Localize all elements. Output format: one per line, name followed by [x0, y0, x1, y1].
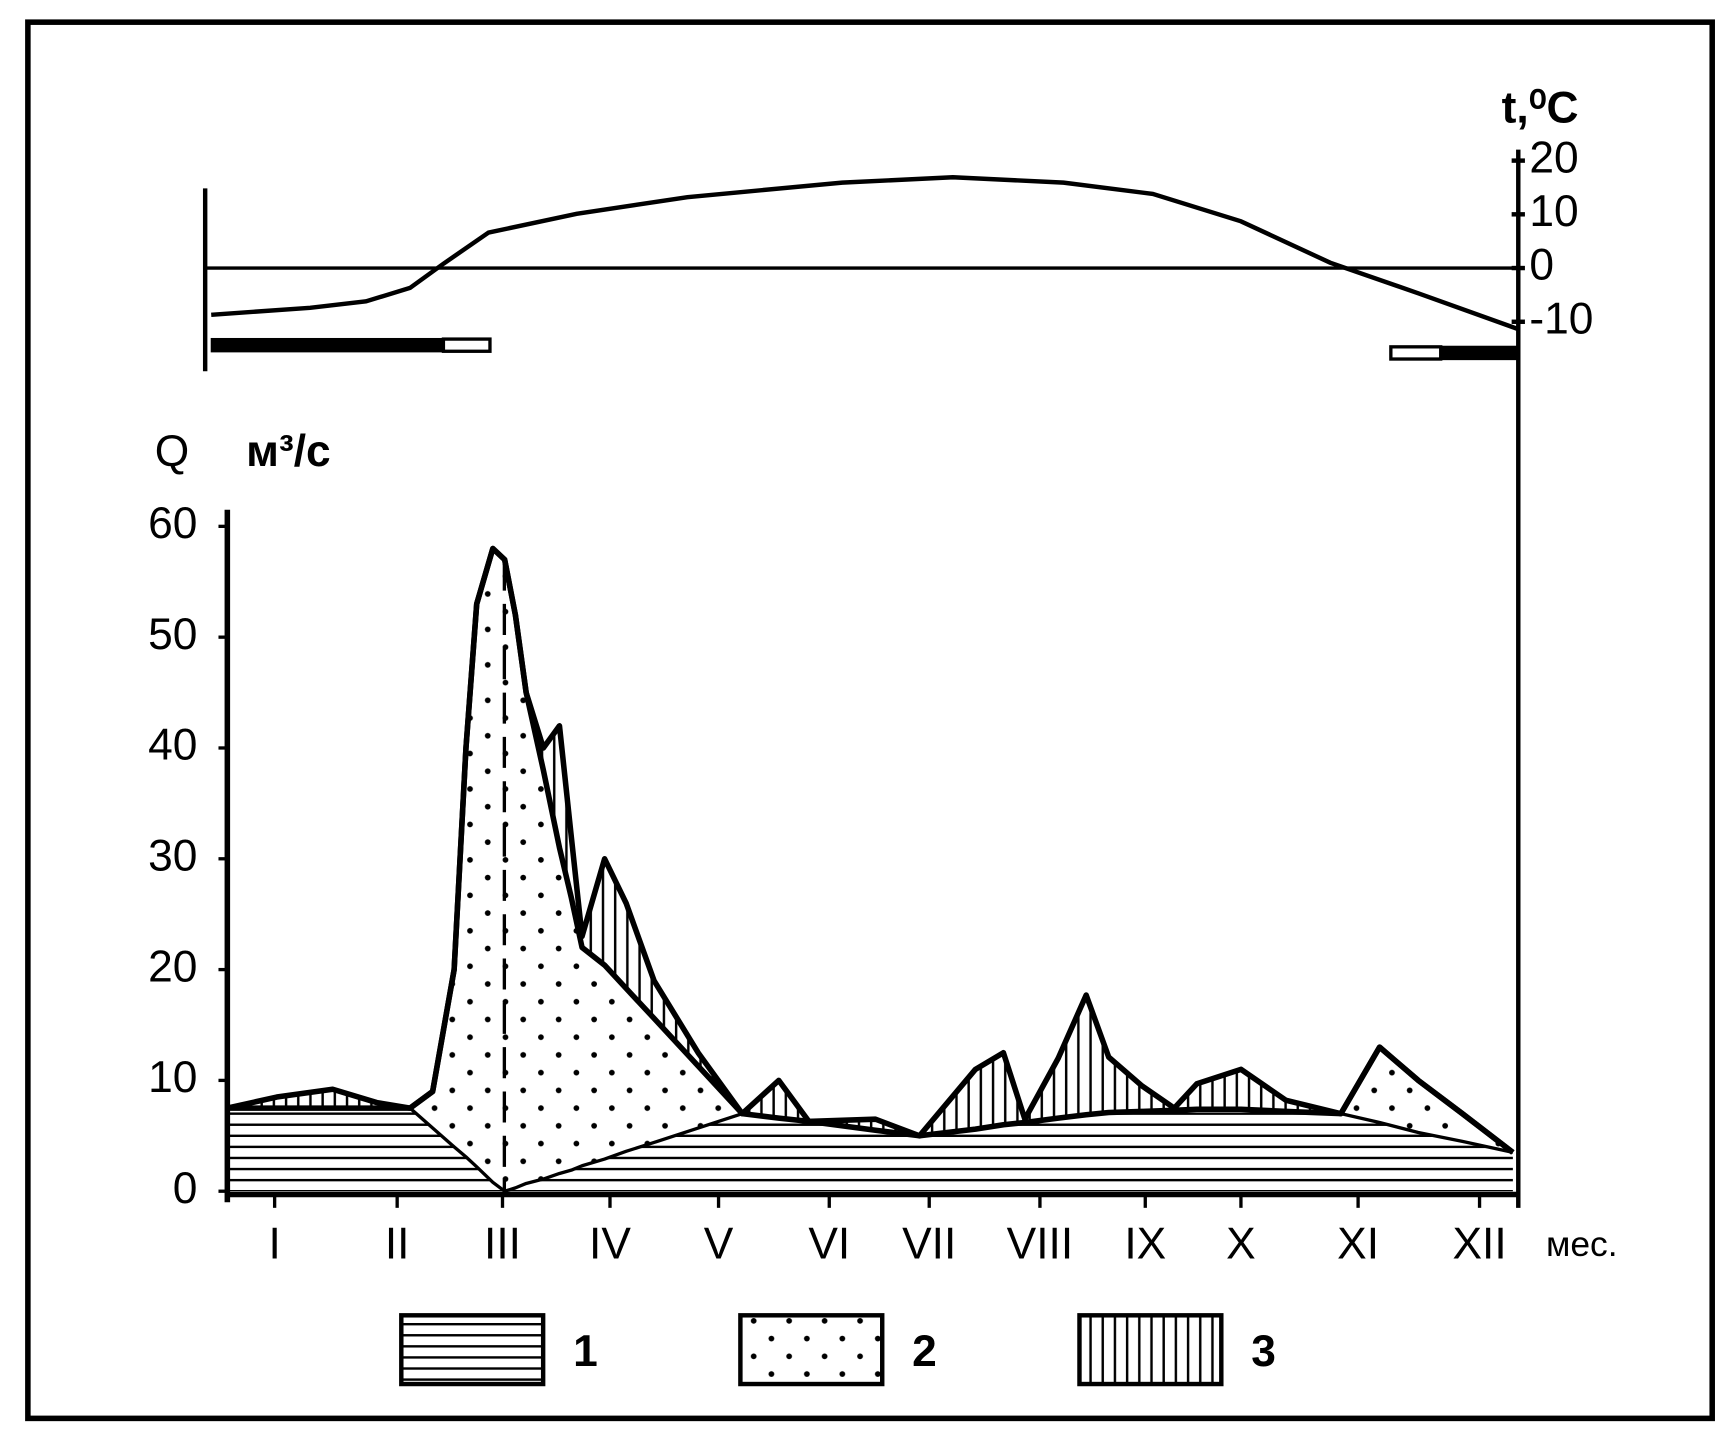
- x-tick-label: II: [385, 1219, 410, 1268]
- y-axis-unit: м³/с: [246, 427, 330, 476]
- x-tick-label: V: [704, 1219, 734, 1268]
- x-tick-label: X: [1226, 1219, 1256, 1268]
- x-tick-label: XI: [1337, 1219, 1379, 1268]
- x-tick-label: III: [484, 1219, 521, 1268]
- area: [227, 548, 1513, 1192]
- ice-bar: [1389, 345, 1443, 361]
- x-tick-label: IX: [1124, 1219, 1166, 1268]
- x-tick-label: VII: [902, 1219, 956, 1268]
- y-tick-label: 40: [148, 721, 197, 770]
- y-tick-label: 10: [1529, 187, 1578, 236]
- y-tick-label: 50: [148, 610, 197, 659]
- legend-label: 2: [912, 1327, 937, 1376]
- area-edge: [226, 545, 1515, 1155]
- y-tick-label: 0: [173, 1164, 198, 1213]
- y-tick-label: 60: [148, 499, 197, 548]
- frame: [25, 19, 1715, 1422]
- x-tick-label: IV: [589, 1219, 631, 1268]
- ice-bar: [441, 337, 492, 353]
- x-tick-label: VIII: [1007, 1219, 1074, 1268]
- area: [227, 1108, 1513, 1192]
- y-axis-label: Q: [155, 427, 189, 476]
- legend-label: 1: [573, 1327, 598, 1376]
- legend-label: 3: [1251, 1327, 1276, 1376]
- x-tick-label: I: [268, 1219, 280, 1268]
- ice-bar: [210, 337, 444, 353]
- y-tick-label: 20: [1529, 133, 1578, 182]
- legend-swatch: [738, 1313, 885, 1387]
- y-tick-label: 20: [148, 942, 197, 991]
- y-tick-label: 0: [1529, 241, 1554, 290]
- legend-swatch: [1077, 1313, 1224, 1387]
- legend-swatch: [399, 1313, 546, 1387]
- y-tick-label: -10: [1529, 294, 1593, 343]
- ice-bar: [1440, 345, 1519, 361]
- y-tick-label: 10: [148, 1053, 197, 1102]
- legend: 1 2 3: [399, 1313, 1276, 1387]
- y-axis-label: t,⁰C: [1502, 84, 1579, 133]
- y-tick-label: 30: [148, 831, 197, 880]
- x-tick-label: VI: [808, 1219, 850, 1268]
- x-tick-label: XII: [1452, 1219, 1506, 1268]
- temperature-line: [211, 175, 1518, 331]
- x-axis-label: мес.: [1546, 1224, 1618, 1264]
